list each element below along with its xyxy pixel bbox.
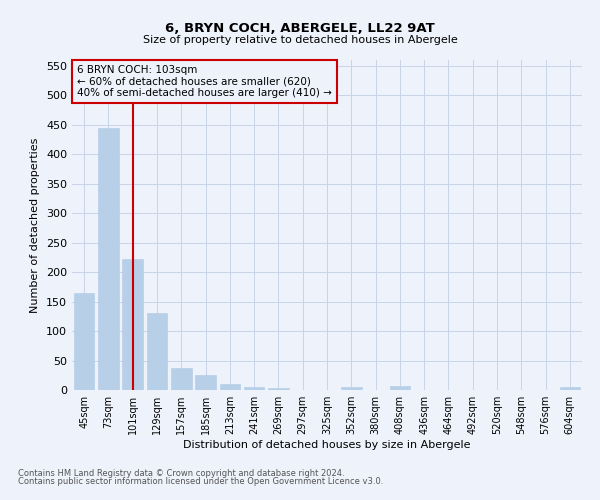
Bar: [98, 128, 119, 390]
Bar: [220, 384, 240, 390]
Text: Contains HM Land Registry data © Crown copyright and database right 2024.: Contains HM Land Registry data © Crown c…: [18, 468, 344, 477]
Text: Contains public sector information licensed under the Open Government Licence v3: Contains public sector information licen…: [18, 477, 383, 486]
Bar: [268, 388, 289, 390]
Bar: [74, 293, 94, 390]
Bar: [341, 387, 362, 390]
Bar: [146, 314, 167, 390]
X-axis label: Distribution of detached houses by size in Abergele: Distribution of detached houses by size …: [183, 440, 471, 450]
Bar: [122, 259, 143, 390]
Bar: [244, 387, 265, 390]
Bar: [560, 387, 580, 390]
Text: 6 BRYN COCH: 103sqm
← 60% of detached houses are smaller (620)
40% of semi-detac: 6 BRYN COCH: 103sqm ← 60% of detached ho…: [77, 65, 332, 98]
Text: 6, BRYN COCH, ABERGELE, LL22 9AT: 6, BRYN COCH, ABERGELE, LL22 9AT: [165, 22, 435, 36]
Bar: [195, 376, 216, 390]
Bar: [389, 386, 410, 390]
Bar: [171, 368, 191, 390]
Y-axis label: Number of detached properties: Number of detached properties: [31, 138, 40, 312]
Text: Size of property relative to detached houses in Abergele: Size of property relative to detached ho…: [143, 35, 457, 45]
